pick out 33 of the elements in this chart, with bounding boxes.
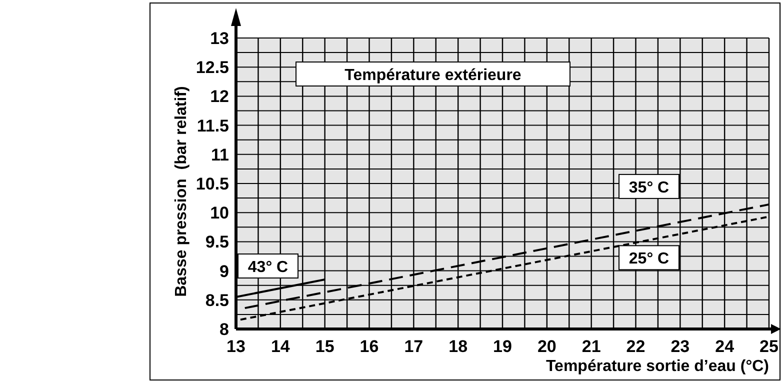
y-tick-label: 11 xyxy=(211,145,229,164)
y-tick-label: 12 xyxy=(210,87,229,106)
legend-title: Température extérieure xyxy=(344,67,522,84)
x-tick-label: 14 xyxy=(270,337,290,356)
y-tick-label: 8.5 xyxy=(205,290,229,310)
series-label: 43° C xyxy=(248,258,289,276)
text-box: 43° C xyxy=(238,254,298,278)
x-tick-label: 19 xyxy=(493,337,512,356)
series-label: 35° C xyxy=(628,179,670,196)
y-tick-label: 8 xyxy=(220,320,229,339)
text-box: Température extérieure xyxy=(296,62,570,86)
y-tick-label: 10.5 xyxy=(196,174,229,194)
x-tick-label: 24 xyxy=(715,337,735,356)
series-label: 25° C xyxy=(628,250,670,268)
x-tick-label: 18 xyxy=(448,337,468,356)
y-tick-label: 12.5 xyxy=(196,58,229,78)
text-box: 35° C xyxy=(618,174,680,199)
x-tick-label: 23 xyxy=(670,337,690,356)
x-tick-label: 17 xyxy=(404,337,424,356)
y-tick-label: 11.5 xyxy=(196,116,229,136)
y-tick-label: 9 xyxy=(220,262,229,281)
x-tick-label: 15 xyxy=(315,337,334,356)
x-tick-label: 25 xyxy=(760,337,778,356)
y-tick-label: 13 xyxy=(210,29,229,48)
text-box: 25° C xyxy=(618,245,680,270)
x-tick-label: 20 xyxy=(537,337,556,356)
x-tick-label: 16 xyxy=(360,337,379,356)
x-axis-title: Température sortie d’eau (°C) xyxy=(546,358,769,375)
x-tick-label: 21 xyxy=(582,337,601,356)
y-tick-label: 10 xyxy=(210,204,229,223)
y-tick-label: 9.5 xyxy=(205,232,229,252)
y-axis-title: Basse pression (bar relatif) xyxy=(173,86,190,297)
x-tick-label: 22 xyxy=(626,337,646,356)
